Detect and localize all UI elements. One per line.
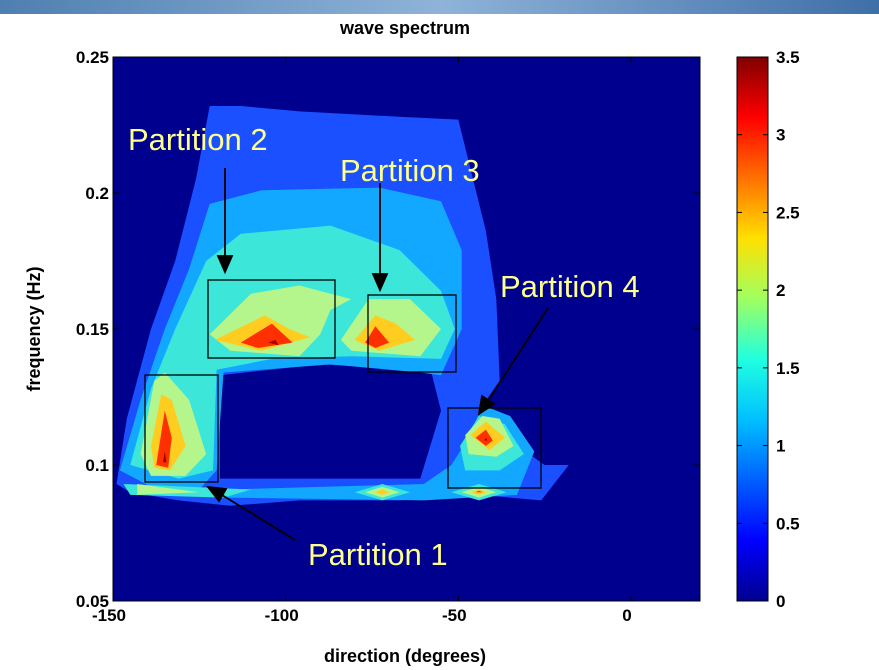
annotation: Partition 2 — [128, 122, 268, 157]
x-tick-label: -50 — [442, 606, 467, 625]
partition-box — [207, 279, 336, 359]
arrow-head — [205, 485, 228, 503]
colorbar-tick-label: 2.5 — [776, 203, 800, 222]
colorbar-tick-label: 2 — [776, 281, 785, 300]
banner — [0, 0, 879, 14]
arrow — [221, 494, 296, 541]
y-tick-label: 0.05 — [76, 592, 109, 611]
partition-box — [367, 294, 457, 373]
arrow-head — [216, 255, 234, 275]
colorbar-tick-label: 0 — [776, 592, 785, 611]
y-tick-label: 0.1 — [85, 456, 109, 475]
annotation-labels: Partition 1 Partition 2 Partition 3 Part… — [128, 122, 640, 572]
chart-title: wave spectrum — [339, 18, 470, 38]
plot-area — [113, 57, 700, 601]
colorbar-tick-label: 3.5 — [776, 48, 800, 67]
arrow — [487, 307, 549, 402]
y-tick-label: 0.2 — [85, 184, 109, 203]
annotations — [144, 168, 549, 541]
annotation: Partition 1 — [308, 537, 448, 572]
annotation: Partition 4 — [500, 269, 640, 304]
colorbar-tick-label: 0.5 — [776, 514, 800, 533]
colorbar-tick-label: 1 — [776, 437, 785, 456]
arrow-head — [371, 273, 389, 293]
x-tick-label: -150 — [92, 606, 126, 625]
colorbar-tick-label: 3 — [776, 126, 785, 145]
arrows — [205, 168, 549, 541]
y-tick-label: 0.15 — [76, 320, 109, 339]
partition-box — [144, 374, 219, 483]
x-tick-label: -100 — [265, 606, 299, 625]
y-tick-label: 0.25 — [76, 48, 109, 67]
arrow-head — [477, 394, 496, 416]
annotation: Partition 3 — [340, 153, 480, 188]
partition-box — [447, 407, 542, 489]
y-axis-label: frequency (Hz) — [24, 266, 44, 391]
x-axis-label: direction (degrees) — [324, 646, 486, 666]
colorbar-tick-label: 1.5 — [776, 359, 800, 378]
contour-level — [123, 225, 524, 501]
x-tick-label: 0 — [622, 606, 631, 625]
colorbar — [736, 56, 769, 602]
